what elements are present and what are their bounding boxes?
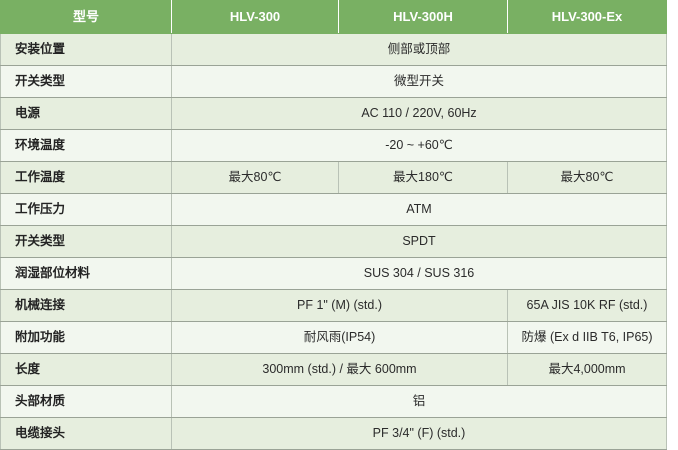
- table-row: 开关类型 微型开关: [0, 65, 667, 98]
- table-cell: 300mm (std.) / 最大 600mm: [171, 353, 508, 386]
- table-cell: SUS 304 / SUS 316: [171, 257, 667, 290]
- row-label: 附加功能: [0, 321, 172, 354]
- table-cell: 最大80℃: [171, 161, 339, 194]
- table-row: 开关类型 SPDT: [0, 225, 667, 258]
- table-cell: 侧部或顶部: [171, 33, 667, 66]
- table-cell: 微型开关: [171, 65, 667, 98]
- table-row: 安装位置 侧部或顶部: [0, 33, 667, 66]
- table-cell: 耐风雨(IP54): [171, 321, 508, 354]
- table-cell: 65A JIS 10K RF (std.): [507, 289, 667, 322]
- table-cell: 铝: [171, 385, 667, 418]
- table-row: 头部材质铝: [0, 385, 667, 418]
- table-cell: AC 110 / 220V, 60Hz: [171, 97, 667, 130]
- table-cell: PF 3/4" (F) (std.): [171, 417, 667, 450]
- column-header-hlv-300-ex: HLV-300-Ex: [507, 0, 667, 34]
- row-label: 开关类型: [0, 225, 172, 258]
- column-header-hlv-300: HLV-300: [171, 0, 339, 34]
- header-row: 型号 HLV-300 HLV-300H HLV-300-Ex: [0, 0, 667, 34]
- row-label: 工作压力: [0, 193, 172, 226]
- table-row: 润湿部位材料 SUS 304 / SUS 316: [0, 257, 667, 290]
- table-cell: 最大180℃: [338, 161, 508, 194]
- row-label: 润湿部位材料: [0, 257, 172, 290]
- table-row: 工作压力 ATM: [0, 193, 667, 226]
- row-label: 电缆接头: [0, 417, 172, 450]
- table-header: 型号 HLV-300 HLV-300H HLV-300-Ex: [0, 0, 667, 34]
- table-cell: 防爆 (Ex d IIB T6, IP65): [507, 321, 667, 354]
- row-label: 电源: [0, 97, 172, 130]
- table-row: 工作温度 最大80℃ 最大180℃ 最大80℃: [0, 161, 667, 194]
- row-label: 长度: [0, 353, 172, 386]
- column-header-model: 型号: [0, 0, 172, 34]
- column-header-hlv-300h: HLV-300H: [338, 0, 508, 34]
- table-cell: -20 ~ +60℃: [171, 129, 667, 162]
- row-label: 环境温度: [0, 129, 172, 162]
- row-label: 工作温度: [0, 161, 172, 194]
- table-row: 机械连接 PF 1" (M) (std.) 65A JIS 10K RF (std.…: [0, 289, 667, 322]
- table-body: 安装位置 侧部或顶部 开关类型 微型开关 电源 AC 110 / 220V, 60Hz 环境…: [0, 33, 667, 450]
- table-cell: 最大80℃: [507, 161, 667, 194]
- row-label: 机械连接: [0, 289, 172, 322]
- row-label: 安装位置: [0, 33, 172, 66]
- table-cell: 最大4,000mm: [507, 353, 667, 386]
- row-label: 开关类型: [0, 65, 172, 98]
- row-label: 头部材质: [0, 385, 172, 418]
- table-row: 长度 300mm (std.) / 最大 600mm 最大4,000mm: [0, 353, 667, 386]
- table-row: 电缆接头 PF 3/4" (F) (std.): [0, 417, 667, 450]
- table-cell: ATM: [171, 193, 667, 226]
- table-row: 环境温度 -20 ~ +60℃: [0, 129, 667, 162]
- table-row: 附加功能 耐风雨(IP54) 防爆 (Ex d IIB T6, IP65): [0, 321, 667, 354]
- table-cell: PF 1" (M) (std.): [171, 289, 508, 322]
- table-row: 电源 AC 110 / 220V, 60Hz: [0, 97, 667, 130]
- table-cell: SPDT: [171, 225, 667, 258]
